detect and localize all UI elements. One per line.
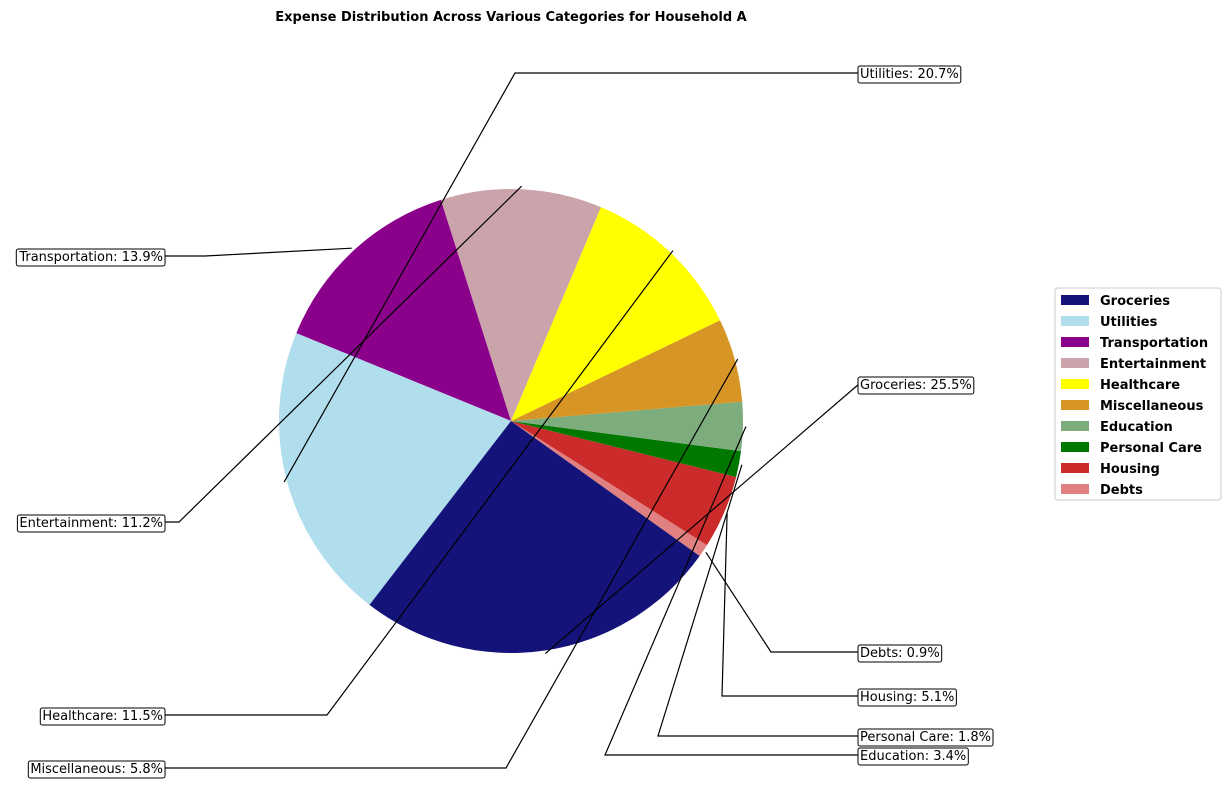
label-box-debts bbox=[857, 644, 943, 663]
slice-groceries bbox=[369, 421, 700, 653]
label-text-entertainment: Entertainment: 11.2% bbox=[19, 516, 163, 531]
legend-swatch-transportation bbox=[1061, 337, 1089, 347]
label-box-entertainment bbox=[16, 514, 166, 533]
legend-item-personal-care: Personal Care bbox=[1061, 441, 1202, 456]
legend-label-miscellaneous: Miscellaneous bbox=[1100, 399, 1204, 414]
leader-utilities bbox=[283, 72, 859, 483]
label-box-transportation bbox=[15, 248, 166, 267]
label-text-personal-care: Personal Care: 1.8% bbox=[860, 730, 991, 745]
label-box-healthcare bbox=[39, 707, 166, 726]
leader-debts bbox=[705, 551, 859, 653]
label-text-groceries: Groceries: 25.5% bbox=[860, 378, 972, 393]
legend-swatch-education bbox=[1061, 421, 1089, 431]
legend-swatch-entertainment bbox=[1061, 358, 1089, 368]
legend-item-entertainment: Entertainment bbox=[1061, 357, 1206, 372]
label-healthcare: Healthcare: 11.5% bbox=[39, 707, 166, 726]
slice-entertainment bbox=[440, 189, 601, 421]
legend-swatch-housing bbox=[1061, 463, 1089, 473]
legend-swatch-personal-care bbox=[1061, 442, 1089, 452]
legend-item-groceries: Groceries bbox=[1061, 294, 1170, 309]
legend-items: Groceries Utilities Transportation Entertai… bbox=[1061, 294, 1208, 498]
label-groceries: Groceries: 25.5% bbox=[857, 376, 975, 395]
leader-education bbox=[604, 426, 859, 756]
legend-item-education: Education bbox=[1061, 420, 1173, 435]
legend-label-groceries: Groceries bbox=[1100, 294, 1170, 309]
slice-transportation bbox=[296, 199, 511, 421]
legend-swatch-groceries bbox=[1061, 295, 1089, 305]
label-utilities: Utilities: 20.7% bbox=[857, 65, 962, 84]
legend-swatch-utilities bbox=[1061, 316, 1089, 326]
legend-label-transportation: Transportation bbox=[1100, 336, 1208, 351]
label-text-transportation: Transportation: 13.9% bbox=[18, 250, 163, 265]
label-box-miscellaneous bbox=[27, 760, 166, 779]
label-transportation: Transportation: 13.9% bbox=[15, 248, 166, 267]
label-education: Education: 3.4% bbox=[857, 747, 969, 766]
legend-item-utilities: Utilities bbox=[1061, 315, 1158, 330]
leader-healthcare bbox=[164, 250, 674, 716]
legend-swatch-healthcare bbox=[1061, 379, 1089, 389]
legend-frame bbox=[1054, 287, 1222, 501]
label-text-healthcare: Healthcare: 11.5% bbox=[42, 709, 163, 724]
leader-transportation bbox=[164, 247, 352, 257]
leader-housing bbox=[721, 513, 859, 697]
legend-swatch-debts bbox=[1061, 484, 1089, 494]
leader-miscellaneous bbox=[164, 358, 739, 769]
legend-item-healthcare: Healthcare bbox=[1061, 378, 1180, 393]
legend-swatch-miscellaneous bbox=[1061, 400, 1089, 410]
legend-label-housing: Housing bbox=[1100, 462, 1160, 477]
legend-item-transportation: Transportation bbox=[1061, 336, 1208, 351]
legend-label-personal-care: Personal Care bbox=[1100, 441, 1202, 456]
leader-entertainment bbox=[164, 185, 523, 523]
label-box-utilities bbox=[857, 65, 962, 84]
label-personal-care: Personal Care: 1.8% bbox=[857, 728, 994, 747]
chart-title: Expense Distribution Across Various Cate… bbox=[275, 10, 747, 25]
slice-debts bbox=[511, 421, 707, 557]
legend: Groceries Utilities Transportation Entertai… bbox=[1054, 287, 1222, 501]
slice-healthcare bbox=[511, 207, 721, 421]
label-box-groceries bbox=[857, 376, 975, 395]
slice-miscellaneous bbox=[511, 320, 743, 421]
legend-item-housing: Housing bbox=[1061, 462, 1160, 477]
label-housing: Housing: 5.1% bbox=[857, 688, 957, 707]
slice-utilities bbox=[279, 333, 511, 605]
label-box-housing bbox=[857, 688, 957, 707]
leader-lines bbox=[164, 72, 860, 769]
label-debts: Debts: 0.9% bbox=[857, 644, 943, 663]
label-text-housing: Housing: 5.1% bbox=[860, 690, 954, 705]
slice-labels: Debts: 0.9% Housing: 5.1% Personal Care: 1… bbox=[15, 65, 994, 779]
label-miscellaneous: Miscellaneous: 5.8% bbox=[27, 760, 166, 779]
legend-item-debts: Debts bbox=[1061, 483, 1143, 498]
label-box-education bbox=[857, 747, 969, 766]
slice-housing bbox=[511, 421, 737, 546]
pie-slices bbox=[279, 189, 744, 653]
label-text-utilities: Utilities: 20.7% bbox=[860, 67, 959, 82]
label-text-education: Education: 3.4% bbox=[860, 749, 966, 764]
label-text-debts: Debts: 0.9% bbox=[860, 646, 940, 661]
label-text-miscellaneous: Miscellaneous: 5.8% bbox=[30, 762, 163, 777]
legend-label-debts: Debts bbox=[1100, 483, 1143, 498]
label-box-personal-care bbox=[857, 728, 994, 747]
slice-education bbox=[511, 401, 744, 452]
leader-personal-care bbox=[657, 464, 859, 737]
legend-label-entertainment: Entertainment bbox=[1100, 357, 1206, 372]
leader-groceries bbox=[545, 383, 860, 654]
label-entertainment: Entertainment: 11.2% bbox=[16, 514, 166, 533]
slice-personal-care bbox=[511, 421, 742, 477]
legend-item-miscellaneous: Miscellaneous bbox=[1061, 399, 1204, 414]
legend-label-healthcare: Healthcare bbox=[1100, 378, 1180, 393]
legend-label-education: Education bbox=[1100, 420, 1173, 435]
legend-label-utilities: Utilities bbox=[1100, 315, 1158, 330]
